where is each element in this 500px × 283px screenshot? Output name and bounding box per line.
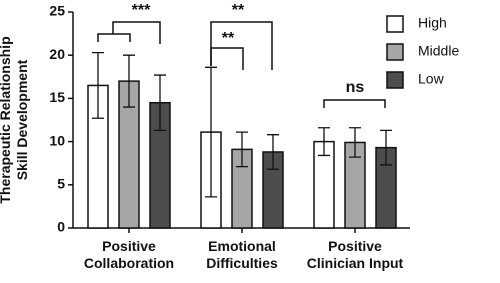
error-bar xyxy=(267,134,279,170)
y-tick-label: 25 xyxy=(49,3,65,19)
significance-label: ** xyxy=(232,2,245,19)
x-tick-label-line: Emotional xyxy=(208,238,276,254)
x-tick-label-line: Positive xyxy=(102,238,156,254)
error-bar xyxy=(205,66,217,198)
legend-label: Middle xyxy=(418,43,459,59)
legend-swatch xyxy=(386,15,404,33)
significance-bracket xyxy=(97,21,161,44)
legend-swatch xyxy=(386,71,404,89)
significance-label: ns xyxy=(346,79,365,96)
significance-label: ** xyxy=(222,30,235,47)
significance-label: *** xyxy=(132,2,151,19)
x-tick-label: Positive Collaboration xyxy=(84,238,174,271)
x-tick-label-line: Difficulties xyxy=(206,255,278,271)
significance-bracket xyxy=(210,21,273,70)
y-tick-label: 15 xyxy=(49,89,65,105)
error-bar xyxy=(236,131,248,168)
x-tick-label-line: Collaboration xyxy=(84,255,174,271)
legend-label: Low xyxy=(418,71,445,87)
y-tick-label: 5 xyxy=(57,176,65,192)
legend-label: High xyxy=(418,15,447,31)
x-tick-label-line: Clinician Input xyxy=(307,255,404,271)
y-tick-label: 20 xyxy=(49,46,65,62)
error-bar xyxy=(318,127,330,157)
significance-bracket xyxy=(210,47,244,70)
y-label-line: Therapeutic Relationship xyxy=(0,36,13,203)
error-bar xyxy=(380,129,392,166)
error-bar xyxy=(123,54,135,108)
significance-bracket xyxy=(323,99,386,108)
error-bar xyxy=(92,51,104,119)
y-tick-label: 10 xyxy=(49,132,65,148)
x-tick-label-line: Positive xyxy=(328,238,382,254)
error-bar xyxy=(154,74,166,132)
x-tick-label: Emotional Difficulties xyxy=(206,238,278,271)
y-axis-label: Therapeutic RelationshipSkill Developmen… xyxy=(0,36,30,203)
error-bar xyxy=(349,127,361,158)
y-tick-label: 0 xyxy=(57,219,65,235)
x-tick-label: Positive Clinician Input xyxy=(307,238,404,271)
legend-swatch xyxy=(386,43,404,61)
y-label-line: Skill Development xyxy=(14,59,30,180)
